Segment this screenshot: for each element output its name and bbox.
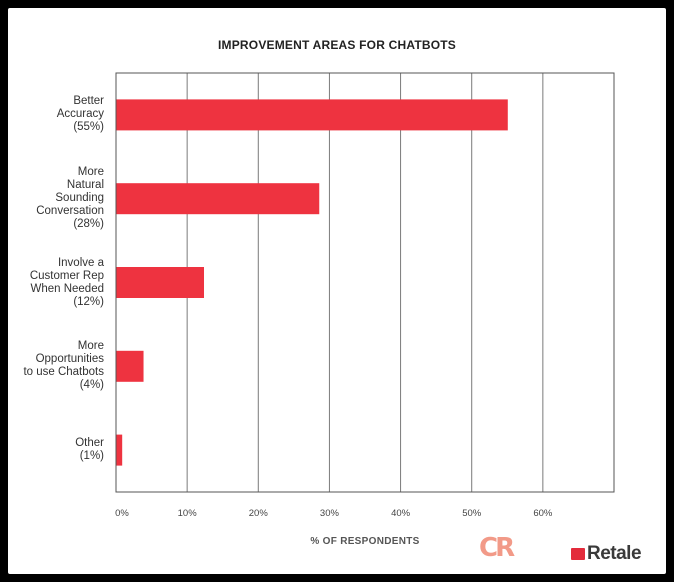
x-tick-label: 50% bbox=[462, 508, 482, 519]
x-tick-label: 30% bbox=[320, 508, 340, 519]
bar-4 bbox=[116, 434, 123, 466]
bar-1 bbox=[116, 183, 320, 215]
category-label: More Opportunities to use Chatbots (4%) bbox=[23, 340, 104, 392]
x-tick-label: 0% bbox=[115, 508, 129, 519]
plot-border bbox=[115, 72, 615, 493]
x-tick-label: 10% bbox=[178, 508, 198, 519]
category-label: Involve a Customer Rep When Needed (12%) bbox=[29, 256, 104, 308]
retale-logo: Retale bbox=[571, 543, 642, 565]
chart-title: IMPROVEMENT AREAS FOR CHATBOTS bbox=[217, 38, 456, 52]
cr-logo: CR bbox=[479, 533, 515, 563]
category-label: Better Accuracy (55%) bbox=[56, 95, 104, 134]
x-tick-label: 40% bbox=[391, 508, 411, 519]
x-axis-label: % OF RESPONDENTS bbox=[310, 536, 420, 547]
retale-logo-text: Retale bbox=[587, 543, 642, 564]
bar-3 bbox=[116, 350, 144, 382]
x-tick-label: 60% bbox=[533, 508, 553, 519]
category-labels: Better Accuracy (55%) More Natural Soundi… bbox=[0, 0, 104, 582]
category-label: More Natural Sounding Conversation (28%) bbox=[36, 166, 104, 231]
category-label: Other (1%) bbox=[75, 437, 104, 463]
bar-0 bbox=[116, 99, 508, 131]
basket-icon bbox=[571, 548, 585, 560]
bar-2 bbox=[116, 267, 205, 298]
x-tick-label: 20% bbox=[249, 508, 269, 519]
